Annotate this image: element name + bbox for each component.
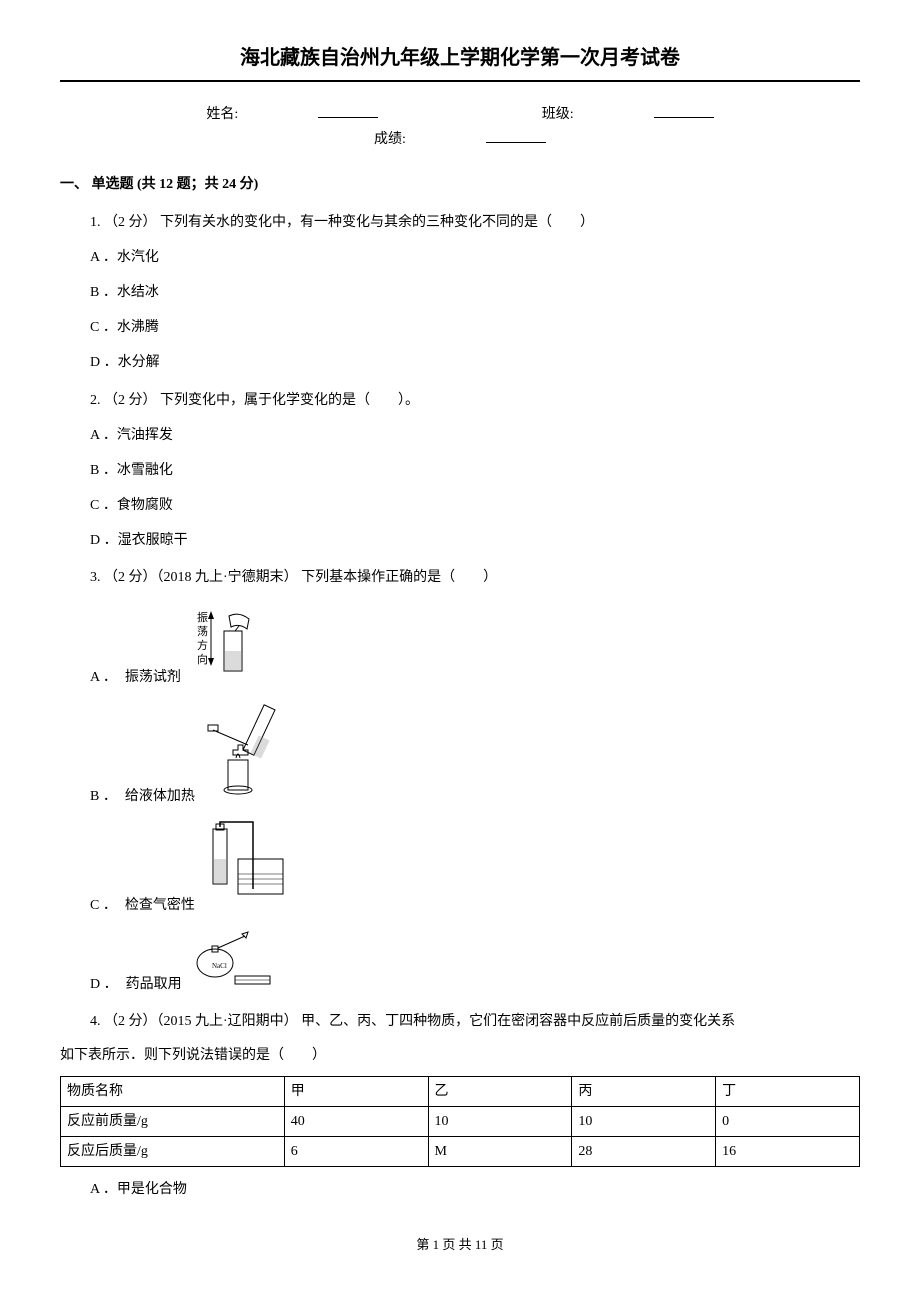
q1-option-b: B ．水结冰 (90, 280, 860, 305)
table-cell: 6 (284, 1137, 428, 1167)
diagram-label-shake: 振 (197, 610, 208, 624)
q2-option-a: A ．汽油挥发 (90, 423, 860, 448)
section-header: 一、 单选题 (共 12 题；共 24 分) (60, 172, 860, 197)
table-cell: 16 (716, 1137, 860, 1167)
q1-option-c: C ．水沸腾 (90, 315, 860, 340)
table-cell: 10 (428, 1106, 572, 1136)
q1-option-a: A ．水汽化 (90, 245, 860, 270)
svg-text:NaCl: NaCl (212, 962, 227, 970)
q2-option-c: C ．食物腐败 (90, 493, 860, 518)
q3-option-d: D ． 药品取用 NaCl (90, 928, 860, 997)
question-4: 4. （2 分）（2015 九上·辽阳期中） 甲、乙、丙、丁四种物质，它们在密闭… (90, 1009, 860, 1034)
table-cell: 反应后质量/g (61, 1137, 285, 1167)
check-airtight-diagram (203, 819, 303, 918)
svg-text:向: 向 (197, 652, 208, 666)
question-4-continuation: 如下表所示．则下列说法错误的是（ ） (60, 1043, 860, 1068)
question-2: 2. （2 分） 下列变化中，属于化学变化的是（ ）。 (90, 388, 860, 413)
q3-option-a: A ． 振荡试剂 振 荡 方 向 (90, 601, 860, 690)
table-cell: 反应前质量/g (61, 1106, 285, 1136)
question-1: 1. （2 分） 下列有关水的变化中，有一种变化与其余的三种变化不同的是（ ） (90, 210, 860, 235)
table-cell: 0 (716, 1106, 860, 1136)
q4-option-a: A ．甲是化合物 (90, 1177, 860, 1202)
q2-option-b: B ．冰雪融化 (90, 458, 860, 483)
class-field: 班级: (502, 102, 754, 127)
q1-option-d: D ．水分解 (90, 350, 860, 375)
table-header-cell: 乙 (428, 1076, 572, 1106)
page-title: 海北藏族自治州九年级上学期化学第一次月考试卷 (60, 40, 860, 82)
table-row: 反应后质量/g 6 M 28 16 (61, 1137, 860, 1167)
svg-text:荡: 荡 (197, 625, 208, 638)
table-header-cell: 丙 (572, 1076, 716, 1106)
shake-reagent-diagram: 振 荡 方 向 (189, 601, 269, 690)
q2-option-d: D ．湿衣服晾干 (90, 528, 860, 553)
table-cell: M (428, 1137, 572, 1167)
q3-option-b: B ． 给液体加热 (90, 700, 860, 809)
table-cell: 28 (572, 1137, 716, 1167)
table-row: 反应前质量/g 40 10 10 0 (61, 1106, 860, 1136)
table-header-row: 物质名称 甲 乙 丙 丁 (61, 1076, 860, 1106)
header-line: 姓名: 班级: 成绩: (60, 102, 860, 152)
table-cell: 10 (572, 1106, 716, 1136)
q3-option-c: C ． 检查气密性 (90, 819, 860, 918)
table-header-cell: 物质名称 (61, 1076, 285, 1106)
question-4-table: 物质名称 甲 乙 丙 丁 反应前质量/g 40 10 10 0 反应后质量/g … (60, 1076, 860, 1168)
table-header-cell: 甲 (284, 1076, 428, 1106)
heat-liquid-diagram (203, 700, 293, 809)
question-3: 3. （2 分）（2018 九上·宁德期末） 下列基本操作正确的是（ ） (90, 565, 860, 590)
score-field: 成绩: (334, 127, 586, 152)
svg-text:方: 方 (197, 638, 208, 652)
page-footer: 第 1 页 共 11 页 (60, 1233, 860, 1256)
reagent-use-diagram: NaCl (190, 928, 290, 997)
name-field: 姓名: (166, 102, 418, 127)
table-cell: 40 (284, 1106, 428, 1136)
table-header-cell: 丁 (716, 1076, 860, 1106)
